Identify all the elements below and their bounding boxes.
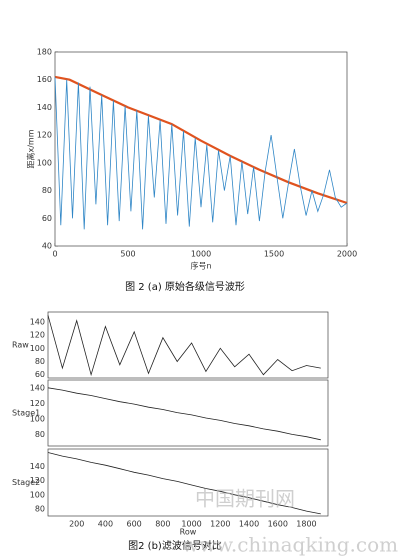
x-tick-label: 1000	[191, 250, 211, 259]
y-axis-label: Raw	[12, 341, 29, 350]
y-tick-label: 80	[42, 186, 52, 195]
x-tick-label: 200	[69, 520, 84, 529]
x-tick-label: 1200	[210, 520, 230, 529]
y-axis-label: Stage1	[12, 409, 40, 418]
y-tick-label: 140	[30, 462, 45, 471]
data-line	[54, 76, 348, 230]
y-tick-label: 100	[30, 344, 45, 353]
y-tick-label: 40	[42, 242, 52, 251]
y-tick-label: 140	[30, 317, 45, 326]
y-tick-label: 100	[30, 414, 45, 423]
data-line	[54, 75, 348, 205]
y-tick-label: 60	[42, 214, 52, 223]
x-axis-label: 序号n	[190, 261, 211, 271]
x-tick-label: 800	[155, 520, 170, 529]
x-tick-label: 600	[127, 520, 142, 529]
watermark: www.chinaqking.com	[182, 533, 398, 556]
y-tick-label: 120	[30, 476, 45, 485]
x-axis-label: Row	[180, 528, 197, 537]
y-tick-label: 100	[37, 158, 52, 167]
y-axis-label: Stage2	[12, 478, 40, 487]
y-axis-label: 距离x/mm	[26, 129, 36, 168]
y-tick-label: 180	[37, 48, 52, 57]
axes-box	[54, 51, 348, 247]
x-tick-label: 400	[98, 520, 113, 529]
caption: 图 2 (a) 原始各级信号波形	[125, 280, 245, 293]
y-tick-label: 160	[37, 75, 52, 84]
data-line	[47, 452, 321, 515]
y-tick-label: 140	[37, 103, 52, 112]
data-line	[47, 387, 321, 441]
axes-box	[47, 448, 329, 517]
y-tick-label: 100	[30, 490, 45, 499]
x-tick-label: 500	[120, 250, 135, 259]
x-tick-label: 0	[52, 250, 57, 259]
y-tick-label: 120	[30, 399, 45, 408]
x-tick-label: 1000	[181, 520, 201, 529]
x-tick-label: 1500	[264, 250, 284, 259]
axes-box	[47, 379, 329, 447]
y-tick-label: 140	[30, 383, 45, 392]
x-tick-label: 1600	[268, 520, 288, 529]
x-tick-label: 1800	[296, 520, 316, 529]
data-line	[47, 315, 321, 377]
axes-box	[47, 311, 329, 379]
caption: 图2 (b)滤波信号对比	[128, 539, 222, 552]
y-tick-label: 120	[30, 331, 45, 340]
x-tick-label: 1400	[239, 520, 259, 529]
watermark: 中国期刊网	[195, 487, 295, 511]
y-tick-label: 80	[35, 357, 45, 366]
y-tick-label: 120	[37, 131, 52, 140]
x-tick-label: 2000	[337, 250, 357, 259]
y-tick-label: 60	[35, 370, 45, 379]
y-tick-label: 80	[35, 430, 45, 439]
y-tick-label: 80	[35, 504, 45, 513]
